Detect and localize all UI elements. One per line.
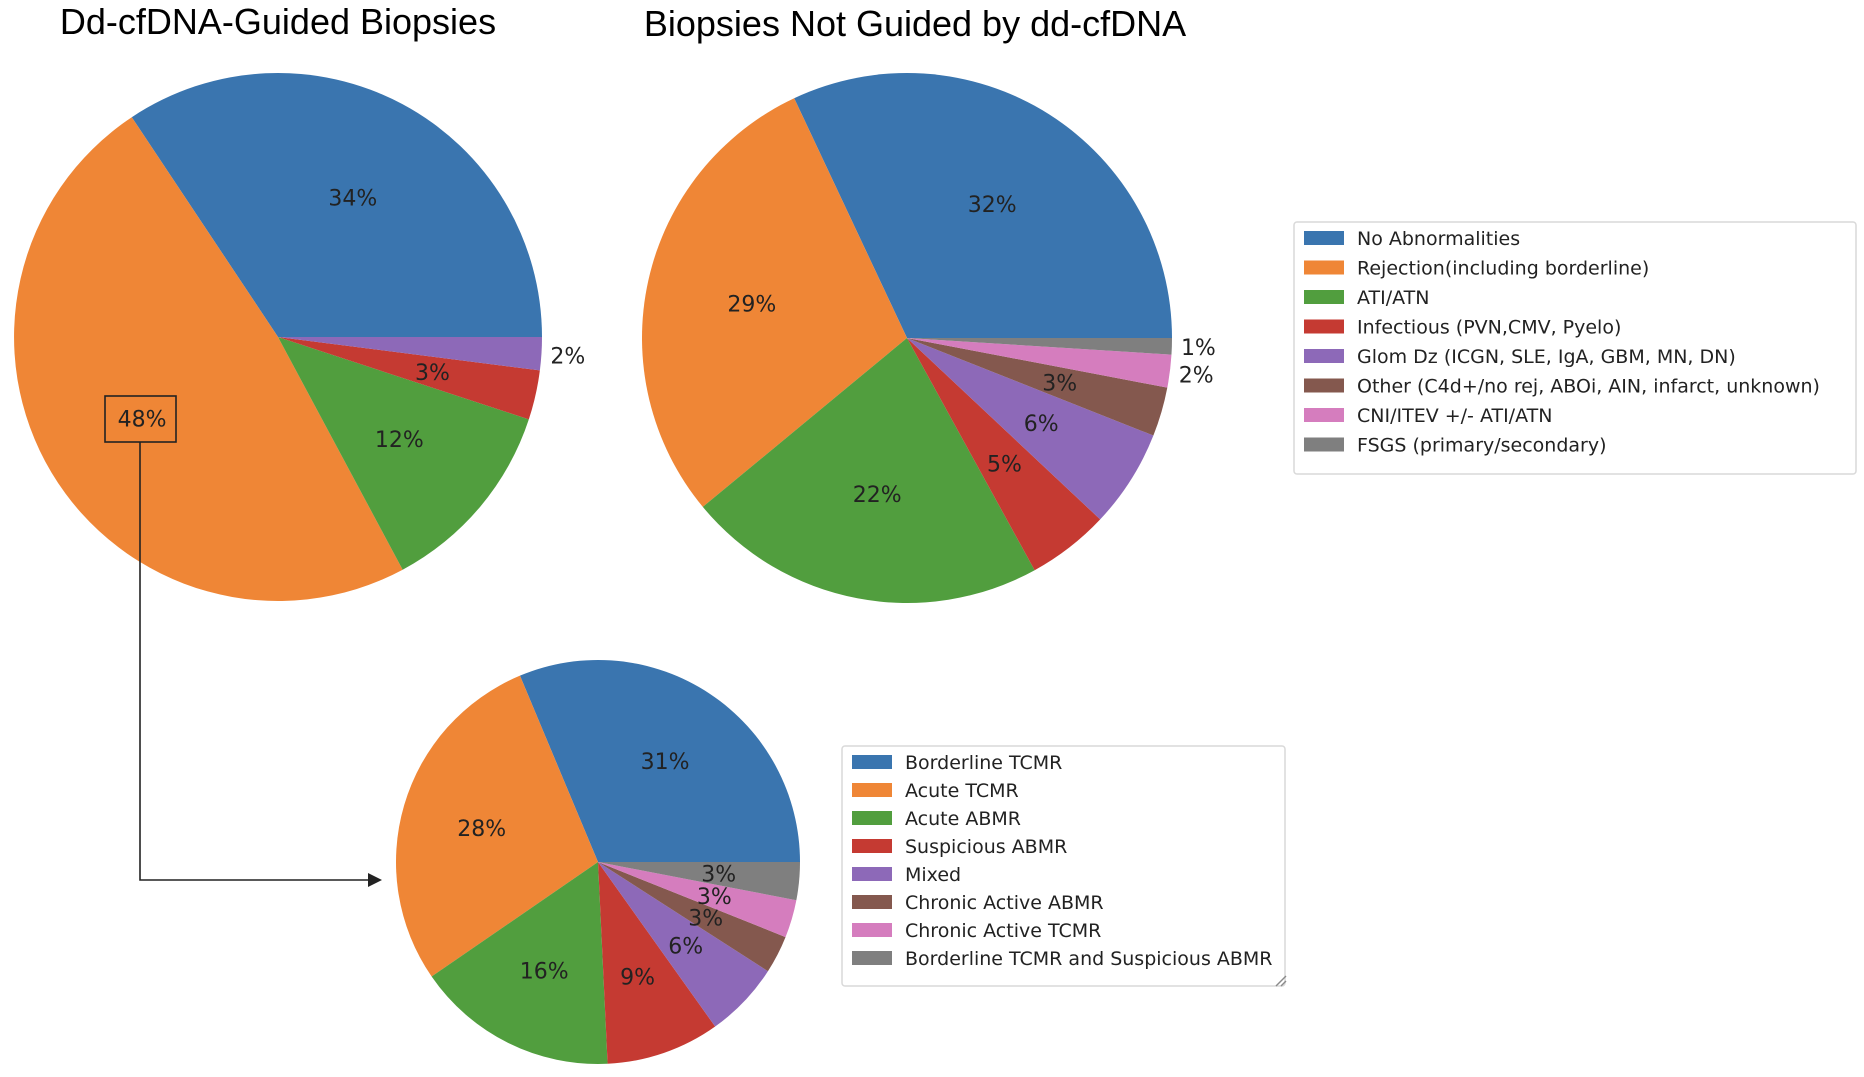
pie-slice-rejection-including-borderline (14, 117, 403, 601)
pie-slice-mixed (598, 862, 768, 1027)
slice-label-rejection-including-borderline: 29% (727, 292, 776, 317)
legend-label-infectious-pvn-cmv-pyelo: Infectious (PVN,CMV, Pyelo) (1357, 317, 1621, 339)
slice-label-glom-dz-icgn-sle-iga-gbm-mn-dn: 2% (550, 344, 585, 369)
legend-swatch-rejection-including-borderline (1304, 260, 1344, 275)
pie-slice-glom-dz-icgn-sle-iga-gbm-mn-dn (907, 338, 1154, 520)
legend-swatch-chronic-active-tcmr (852, 923, 892, 937)
rejection-callout (104, 395, 382, 887)
legend-swatch-chronic-active-abmr (852, 895, 892, 909)
legend-swatch-acute-tcmr (852, 783, 892, 797)
pie-slice-fsgs-primary-secondary (907, 338, 1172, 355)
legend-rejection-types: Borderline TCMR Acute TCMR Acute ABMR Suspi… (841, 745, 1286, 987)
legend-frame (1293, 221, 1857, 475)
slice-label-infectious-pvn-cmv-pyelo: 3% (415, 361, 450, 386)
legend-label-borderline-tcmr: Borderline TCMR (905, 752, 1062, 774)
slice-label-chronic-active-tcmr: 3% (697, 885, 732, 910)
pie-chart-rejection-breakdown: 31%28%16% 9%6%3%3%3% (395, 659, 800, 1064)
legend-swatch-mixed (852, 867, 892, 881)
pie-slice-acute-abmr (431, 862, 608, 1064)
pie-slice-infectious-pvn-cmv-pyelo (907, 338, 1101, 571)
pie-slice-borderline-tcmr-and-suspicious-abmr (598, 862, 800, 901)
slice-label-fsgs-primary-secondary: 1% (1181, 336, 1216, 361)
legend-swatch-suspicious-abmr (852, 839, 892, 853)
pie-slice-other-c4d-no-rej-aboi-ain-infarct-unknown (907, 338, 1168, 436)
legend-swatch-fsgs-primary-secondary (1304, 437, 1344, 452)
pie-slice-chronic-active-tcmr (598, 862, 797, 938)
callout-arrowhead-icon (368, 873, 382, 887)
slice-label-no-abnormalities: 32% (968, 193, 1017, 218)
legend-swatch-acute-abmr (852, 811, 892, 825)
legend-label-fsgs-primary-secondary: FSGS (primary/secondary) (1357, 435, 1607, 457)
callout-connector-line (139, 442, 370, 881)
slice-label-cni-itev-ati-atn: 2% (1179, 364, 1214, 389)
pie-slice-suspicious-abmr (598, 862, 716, 1064)
pie-slice-no-abnormalities (794, 72, 1172, 339)
legend-label-chronic-active-tcmr: Chronic Active TCMR (905, 920, 1101, 942)
legend-swatch-cni-itev-ati-atn (1304, 408, 1344, 422)
chart-title-not-guided: Biopsies Not Guided by dd-cfDNA (644, 3, 1186, 44)
legend-swatch-borderline-tcmr (852, 755, 892, 769)
pie-slice-chronic-active-abmr (598, 862, 786, 972)
chart-title-guided: Dd-cfDNA-Guided Biopsies (60, 1, 496, 42)
pie-slice-borderline-tcmr (519, 659, 800, 862)
legend-biopsy-categories: No Abnormalities Rejection(including bord… (1293, 221, 1857, 475)
legend-label-suspicious-abmr: Suspicious ABMR (905, 836, 1067, 858)
legend-swatch-borderline-tcmr-and-suspicious-abmr (852, 951, 892, 965)
legend-label-acute-abmr: Acute ABMR (905, 808, 1021, 830)
slice-label-chronic-active-abmr: 3% (688, 907, 723, 932)
legend-swatch-other-c4d-no-rej-aboi-ain-infarct-unknown (1304, 378, 1344, 393)
slice-label-rejection-including-borderline: 48% (118, 407, 167, 432)
pie-slice-rejection-including-borderline (641, 98, 907, 507)
pie-chart-guided: 34% 48% 12% 3% 2% (14, 73, 585, 601)
pie-slice-acute-tcmr (395, 675, 598, 977)
slice-label-other-c4d-no-rej-aboi-ain-infarct-unknown: 3% (1042, 371, 1077, 396)
pie-slice-ati-atn (278, 337, 529, 570)
legend-label-ati-atn: ATI/ATN (1357, 287, 1429, 309)
slice-label-glom-dz-icgn-sle-iga-gbm-mn-dn: 6% (1024, 412, 1059, 437)
legend-swatch-infectious-pvn-cmv-pyelo (1304, 319, 1344, 334)
slice-label-ati-atn: 12% (375, 428, 424, 453)
slice-label-infectious-pvn-cmv-pyelo: 5% (987, 453, 1022, 478)
pie-slice-cni-itev-ati-atn (907, 338, 1172, 388)
resize-grip-icon (1275, 975, 1287, 987)
legend-label-no-abnormalities: No Abnormalities (1357, 228, 1520, 250)
legend-label-rejection-including-borderline: Rejection(including borderline) (1357, 258, 1649, 280)
legend-label-mixed: Mixed (905, 864, 961, 886)
legend-label-cni-itev-ati-atn: CNI/ITEV +/- ATI/ATN (1357, 405, 1552, 427)
legend-label-borderline-tcmr-and-suspicious-abmr: Borderline TCMR and Suspicious ABMR (905, 948, 1273, 970)
legend-swatch-no-abnormalities (1304, 231, 1344, 245)
legend-label-chronic-active-abmr: Chronic Active ABMR (905, 892, 1104, 914)
slice-label-acute-abmr: 16% (520, 960, 569, 985)
slice-label-ati-atn: 22% (853, 483, 902, 508)
legend-swatch-ati-atn (1304, 290, 1344, 304)
pie-slice-glom-dz-icgn-sle-iga-gbm-mn-dn (278, 337, 542, 371)
slice-label-suspicious-abmr: 9% (620, 966, 655, 991)
slice-label-mixed: 6% (668, 935, 703, 960)
legend-swatch-glom-dz-icgn-sle-iga-gbm-mn-dn (1304, 349, 1344, 363)
pie-slice-no-abnormalities (131, 73, 542, 338)
slice-label-acute-tcmr: 28% (457, 817, 506, 842)
pie-chart-not-guided: 32% 29% 22% 5%6% 3% 2% 1% (641, 72, 1216, 603)
legend-frame (841, 745, 1286, 987)
legend-label-acute-tcmr: Acute TCMR (905, 780, 1019, 802)
legend-label-other-c4d-no-rej-aboi-ain-infarct-unknown: Other (C4d+/no rej, ABOi, AIN, infarct, … (1357, 376, 1820, 398)
pie-slice-ati-atn (702, 338, 1035, 603)
slice-label-no-abnormalities: 34% (328, 186, 377, 211)
pie-slice-infectious-pvn-cmv-pyelo (278, 337, 540, 420)
slice-label-borderline-tcmr: 31% (641, 750, 690, 775)
legend-label-glom-dz-icgn-sle-iga-gbm-mn-dn: Glom Dz (ICGN, SLE, IgA, GBM, MN, DN) (1357, 346, 1736, 368)
slice-label-borderline-tcmr-and-suspicious-abmr: 3% (701, 863, 736, 888)
